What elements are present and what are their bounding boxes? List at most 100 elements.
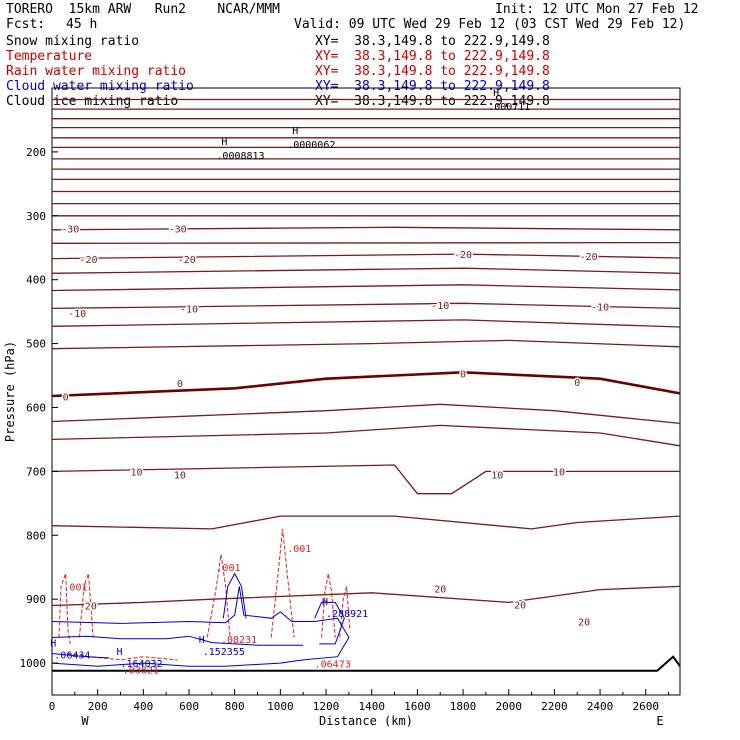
- x-tick-label: 1600: [404, 700, 431, 713]
- temperature-isotherm: [51, 370, 681, 398]
- snow-maximum-marker: H: [493, 88, 499, 99]
- snow-maximum-label: .0008813: [216, 151, 264, 162]
- temperature-isotherm: [51, 284, 681, 292]
- isotherm-label: 0: [177, 379, 183, 390]
- header-fcst-label: Fcst:: [6, 17, 46, 32]
- field-xy-rain: XY= 38.3,149.8 to 222.9,149.8: [315, 64, 550, 79]
- cloud-water-label: .164032: [121, 659, 163, 670]
- field-label-temperature: Temperature: [6, 49, 93, 64]
- cloud-water-label: .288921: [326, 609, 368, 620]
- x-tick-label: 2600: [632, 700, 659, 713]
- isotherm-label: -30: [169, 225, 187, 236]
- isotherm-label: -20: [454, 250, 472, 261]
- cloud-water-label: .152355: [203, 647, 245, 658]
- y-tick-label: 800: [26, 529, 46, 542]
- temperature-isotherm: [51, 319, 681, 328]
- rain-contour: [58, 573, 71, 644]
- temperature-isotherm: [51, 241, 681, 244]
- isotherm-label: -10: [431, 301, 449, 312]
- header-fcst-value: 45 h: [66, 17, 98, 32]
- field-label-cloud-water: Cloud water mixing ratio: [6, 79, 194, 94]
- isotherm-label: -20: [178, 255, 196, 266]
- y-tick-label: 200: [26, 146, 46, 159]
- isotherm-label: -10: [180, 304, 198, 315]
- isotherm-label: -20: [80, 255, 98, 266]
- cloud-water-maximum-marker: H: [322, 597, 328, 608]
- cloud-water-maximum-marker: H: [117, 647, 123, 658]
- isotherm-label: 20: [578, 618, 590, 629]
- snow-maximum-label: .000711: [488, 102, 530, 113]
- temperature-isotherm: [51, 226, 681, 231]
- rain-contour: [339, 586, 351, 638]
- cloud-water-maximum-marker: H: [199, 635, 205, 646]
- isotherm-label: 0: [574, 378, 580, 389]
- rain-contour: [67, 653, 178, 661]
- x-tick-label: 0: [49, 700, 56, 713]
- rain-contour: [321, 573, 336, 638]
- isotherm-label: 0: [63, 393, 69, 404]
- rain-contour: [78, 573, 94, 638]
- rain-label: .06473: [315, 660, 351, 671]
- snow-maximum-label: .0000062: [287, 140, 335, 151]
- cloud-water-contour: [51, 653, 110, 659]
- field-label-rain: Rain water mixing ratio: [6, 64, 187, 79]
- isotherm-label: 20: [434, 584, 446, 595]
- isotherm-label: -20: [580, 252, 598, 263]
- west-label: W: [81, 714, 89, 728]
- field-xy-cloud-water: XY= 38.3,149.8 to 222.9,149.8: [315, 79, 550, 94]
- x-tick-label: 1800: [450, 700, 477, 713]
- rain-label: .03821: [123, 665, 159, 676]
- x-tick-label: 800: [225, 700, 245, 713]
- temperature-isotherm: [51, 302, 681, 310]
- y-tick-label: 900: [26, 593, 46, 606]
- isotherm-label: 10: [491, 471, 503, 482]
- cloud-water-contour: [314, 601, 345, 645]
- x-axis-title: Distance (km): [319, 714, 413, 728]
- isotherm-label: 10: [174, 471, 186, 482]
- cloud-water-contour: [51, 635, 304, 646]
- isotherm-label: -30: [61, 225, 79, 236]
- x-tick-label: 1000: [267, 700, 294, 713]
- temperature-isotherm: [51, 515, 681, 530]
- header-init: Init: 12 UTC Mon 27 Feb 12: [495, 2, 699, 17]
- y-tick-label: 1000: [20, 657, 47, 670]
- y-tick-label: 300: [26, 210, 46, 223]
- header-model: TORERO 15km ARW Run2 NCAR/MMM: [6, 2, 280, 17]
- cloud-water-maximum-marker: H: [50, 639, 56, 650]
- terrain-line: [52, 655, 681, 672]
- isotherm-label: -10: [68, 309, 86, 320]
- rain-contour: [206, 554, 231, 638]
- rain-label: .08231: [221, 635, 257, 646]
- cloud-water-label: .06434: [54, 651, 90, 662]
- x-tick-label: 1400: [358, 700, 385, 713]
- temperature-isotherm: [51, 424, 681, 447]
- temperature-isotherm: [51, 464, 680, 495]
- y-axis-title: Pressure (hPa): [3, 341, 17, 442]
- temperature-isotherm: [51, 267, 681, 274]
- cloud-water-contour: [51, 586, 350, 667]
- snow-maximum-marker: H: [221, 137, 227, 148]
- y-tick-label: 400: [26, 274, 46, 287]
- temperature-isotherm: [51, 403, 681, 425]
- y-tick-label: 500: [26, 338, 46, 351]
- x-tick-label: 2400: [587, 700, 614, 713]
- snow-maximum-marker: H: [292, 126, 298, 137]
- plot-frame: [51, 87, 681, 696]
- x-tick-label: 600: [179, 700, 199, 713]
- x-tick-label: 200: [88, 700, 108, 713]
- field-label-snow: Snow mixing ratio: [6, 34, 140, 49]
- y-tick-label: 700: [26, 465, 46, 478]
- rain-label: .001: [216, 563, 240, 574]
- rain-contour: [270, 528, 295, 638]
- x-tick-label: 2200: [541, 700, 568, 713]
- x-tick-label: 2000: [495, 700, 522, 713]
- temperature-isotherm: [51, 339, 681, 350]
- isotherm-label: 0: [460, 370, 466, 381]
- isotherm-label: 20: [514, 600, 526, 611]
- y-tick-label: 600: [26, 401, 46, 414]
- field-label-cloud-ice: Cloud ice mixing ratio: [6, 94, 179, 109]
- east-label: E: [656, 714, 663, 728]
- field-xy-snow: XY= 38.3,149.8 to 222.9,149.8: [315, 34, 550, 49]
- rain-label: .001: [287, 544, 311, 555]
